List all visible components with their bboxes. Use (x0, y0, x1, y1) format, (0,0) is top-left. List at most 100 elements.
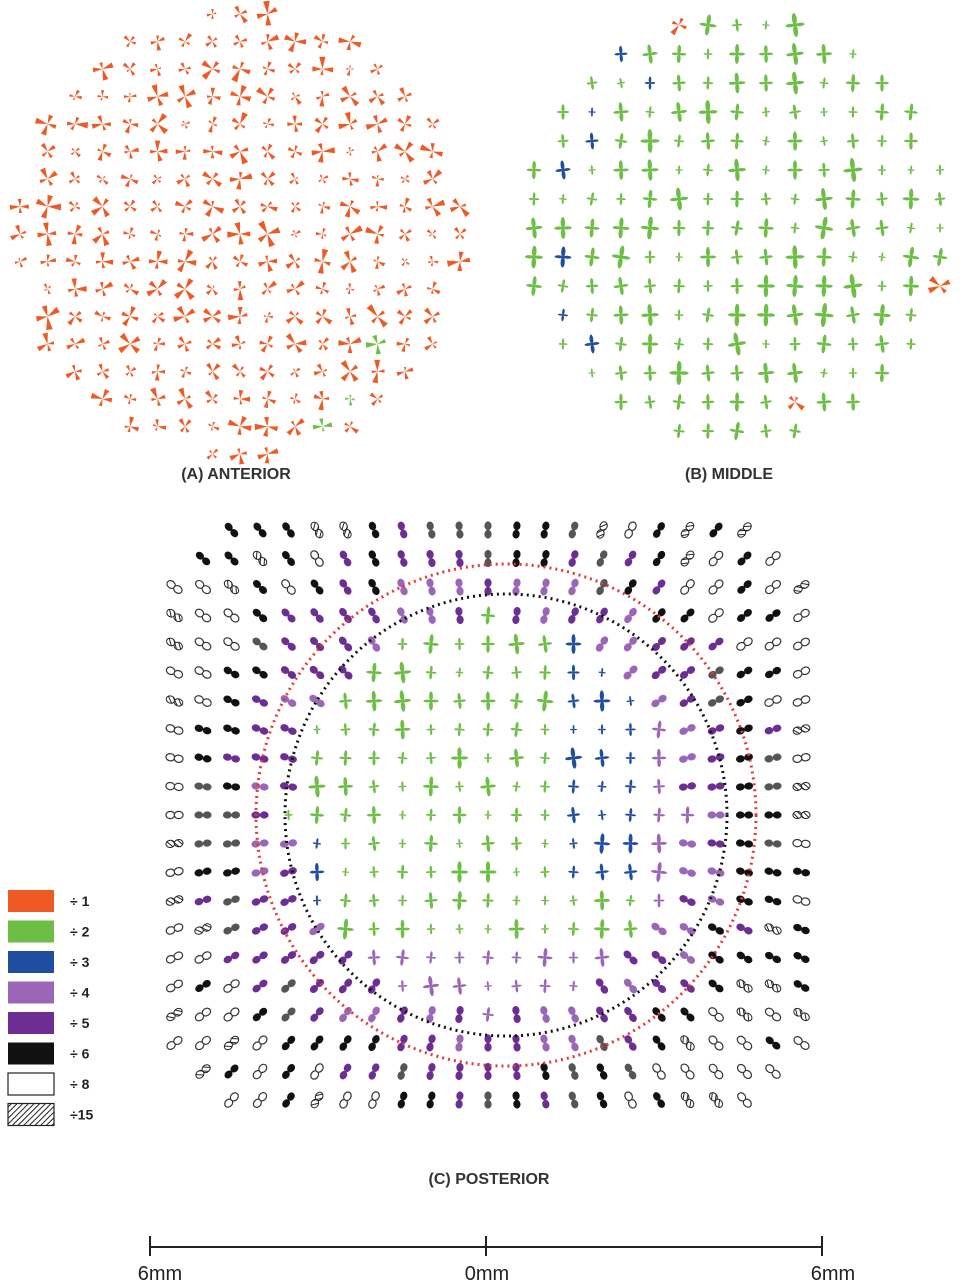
posterior-glyph (484, 981, 492, 991)
middle-glyph (671, 44, 687, 64)
middle-glyph (643, 364, 657, 382)
anterior-glyph (369, 392, 384, 407)
posterior-glyph (165, 695, 184, 707)
anterior-glyph (231, 198, 247, 215)
posterior-glyph (455, 781, 464, 792)
posterior-glyph (484, 1034, 492, 1052)
anterior-glyph (312, 56, 334, 76)
anterior-glyph (97, 90, 109, 101)
posterior-glyph (424, 892, 438, 909)
posterior-glyph (540, 521, 550, 539)
legend-label: ÷ 6 (70, 1046, 90, 1062)
middle-glyph (585, 278, 599, 294)
anterior-glyph (14, 256, 28, 268)
posterior-glyph (455, 1034, 464, 1052)
middle-glyph (584, 218, 600, 238)
posterior-label: (C) POSTERIOR (429, 1171, 550, 1188)
anterior-glyph (231, 61, 251, 83)
middle-glyph (641, 333, 659, 355)
posterior-glyph (340, 723, 351, 736)
posterior-glyph (454, 951, 465, 964)
posterior-glyph (483, 752, 493, 764)
posterior-glyph (338, 978, 353, 994)
posterior-glyph (452, 977, 467, 995)
posterior-glyph (223, 608, 240, 623)
posterior-glyph (397, 1006, 408, 1023)
posterior-glyph (623, 636, 638, 652)
middle-label: (B) MIDDLE (685, 466, 773, 483)
posterior-glyph (482, 665, 494, 680)
middle-glyph (526, 160, 542, 180)
posterior-glyph (224, 522, 239, 538)
anterior-glyph (65, 364, 82, 381)
middle-glyph (728, 72, 746, 94)
posterior-glyph (194, 608, 212, 623)
anterior-glyph (338, 111, 358, 131)
middle-glyph (727, 332, 747, 356)
posterior-glyph (567, 693, 580, 709)
anterior-glyph (176, 173, 191, 188)
anterior-glyph (204, 390, 218, 405)
posterior-glyph (651, 950, 667, 965)
anterior-glyph (206, 87, 221, 105)
anterior-glyph (422, 169, 443, 186)
legend-label: ÷15 (70, 1107, 93, 1123)
posterior-glyph (679, 695, 696, 707)
posterior-glyph (251, 867, 269, 877)
posterior-glyph (793, 923, 810, 935)
anterior-glyph (346, 65, 354, 76)
posterior-glyph (736, 753, 753, 763)
middle-glyph (845, 189, 861, 209)
anterior-glyph (123, 393, 137, 405)
posterior-glyph (284, 809, 293, 821)
posterior-glyph (338, 950, 353, 965)
posterior-glyph (339, 1063, 352, 1080)
posterior-glyph (793, 980, 810, 992)
posterior-glyph (166, 608, 183, 623)
posterior-glyph (252, 637, 268, 651)
posterior-glyph (708, 951, 724, 964)
middle-glyph (700, 132, 716, 150)
middle-glyph (815, 43, 833, 65)
middle-glyph (588, 107, 596, 117)
posterior-glyph (252, 951, 268, 964)
middle-glyph (789, 336, 801, 352)
anterior-glyph (206, 9, 217, 19)
anterior-glyph (202, 171, 223, 188)
anterior-glyph (311, 143, 336, 163)
posterior-glyph (310, 521, 324, 539)
posterior-glyph (653, 1092, 665, 1108)
posterior-glyph (736, 637, 753, 651)
posterior-glyph (541, 895, 549, 906)
posterior-glyph (680, 579, 695, 595)
anterior-glyph (227, 306, 248, 325)
anterior-glyph (178, 32, 193, 48)
posterior-glyph (764, 753, 782, 763)
posterior-glyph (792, 753, 811, 763)
anterior-glyph (68, 171, 81, 184)
middle-glyph (848, 106, 858, 118)
anterior-glyph (233, 34, 248, 48)
middle-glyph (645, 106, 655, 118)
middle-glyph (701, 220, 715, 236)
posterior-glyph (224, 1064, 239, 1079)
posterior-glyph (597, 809, 607, 821)
middle-glyph (615, 336, 627, 352)
posterior-glyph (679, 724, 696, 735)
anterior-glyph (401, 257, 410, 267)
anterior-glyph (121, 306, 139, 327)
posterior-glyph (708, 1063, 724, 1080)
posterior-glyph (540, 578, 550, 596)
anterior-glyph (291, 229, 301, 238)
posterior-glyph (223, 753, 240, 763)
posterior-glyph (455, 667, 464, 678)
posterior-glyph (540, 809, 550, 821)
posterior-glyph (623, 978, 638, 994)
posterior-glyph (281, 608, 296, 623)
anterior-glyph (261, 280, 277, 296)
posterior-glyph (653, 893, 665, 908)
posterior-glyph (708, 979, 724, 993)
anterior-glyph (290, 367, 301, 378)
anterior-glyph (90, 388, 113, 407)
posterior-glyph (540, 723, 550, 736)
